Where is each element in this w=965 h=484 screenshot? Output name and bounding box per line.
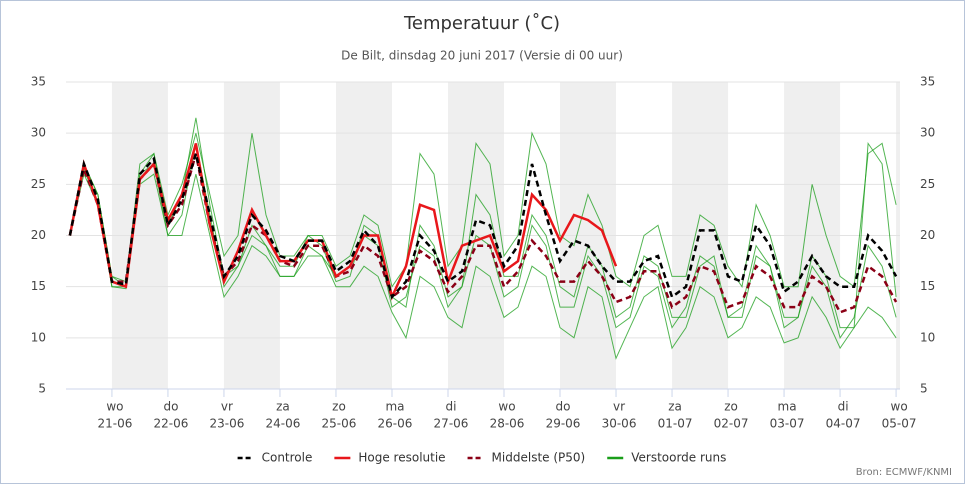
chart-title: Temperatuur (˚C) [403, 13, 560, 34]
x-tick-label: ma [778, 400, 797, 414]
legend-item: Verstoorde runs [607, 451, 726, 465]
legend-item: Controle [237, 451, 313, 465]
x-tick-label: za [276, 400, 290, 414]
legend-item: Hoge resolutie [334, 451, 446, 465]
x-tick-date: 27-06 [434, 417, 469, 431]
series-line [68, 148, 898, 300]
legend-label: Verstoorde runs [631, 451, 726, 465]
y2-tick-label: 5 [920, 382, 928, 396]
y-tick-label: 10 [31, 330, 46, 344]
ensemble-run [69, 172, 897, 360]
x-tick-date: 30-06 [602, 417, 637, 431]
chart-subtitle: De Bilt, dinsdag 20 juni 2017 (Versie di… [341, 49, 623, 63]
x-tick-label: za [668, 400, 682, 414]
x-tick-label: wo [891, 400, 908, 414]
x-tick-label: do [163, 400, 178, 414]
y2-tick-label: 35 [920, 75, 935, 89]
y-tick-label: 35 [31, 75, 46, 89]
x-tick-date: 05-07 [882, 417, 917, 431]
ensemble-run [69, 117, 897, 329]
x-tick-label: vr [221, 400, 233, 414]
y2-tick-label: 20 [920, 228, 935, 242]
legend-item: Middelste (P50) [467, 451, 586, 465]
x-tick-date: 02-07 [714, 417, 749, 431]
y-tick-label: 25 [31, 177, 46, 191]
y-tick-label: 15 [31, 279, 46, 293]
source: Bron: ECMWF/KNMI [856, 467, 952, 478]
x-tick-date: 22-06 [154, 417, 189, 431]
x-tick-label: vr [613, 400, 625, 414]
x-tick-date: 26-06 [378, 417, 413, 431]
x-tick-date: 21-06 [97, 417, 132, 431]
x-tick-date: 25-06 [322, 417, 357, 431]
x-tick-date: 28-06 [490, 417, 525, 431]
axes: 5 10 15 20 25 30 35 5 10 15 20 25 30 35 wo 21-06 do 22-06… [31, 75, 936, 431]
x-tick-date: 01-07 [658, 417, 693, 431]
x-tick-date: 04-07 [826, 417, 861, 431]
y-tick-label: 30 [31, 126, 46, 140]
x-tick-label: do [556, 400, 571, 414]
x-tick-date: 29-06 [546, 417, 581, 431]
x-tick-label: zo [332, 400, 346, 414]
x-tick-date: 03-07 [770, 417, 805, 431]
ensemble-run [69, 131, 897, 289]
plot [68, 117, 898, 360]
y-tick-label: 5 [38, 382, 46, 396]
x-tick-label: di [446, 400, 457, 414]
x-tick-date: 23-06 [210, 417, 245, 431]
legend-label: Middelste (P50) [492, 451, 586, 465]
legend-label: Hoge resolutie [358, 451, 445, 465]
y-tick-label: 20 [31, 228, 46, 242]
x-tick-label: wo [498, 400, 515, 414]
legend-label: Controle [262, 451, 313, 465]
x-tick-label: zo [724, 400, 738, 414]
y2-tick-label: 30 [920, 126, 935, 140]
x-tick-label: wo [106, 400, 123, 414]
y2-tick-label: 15 [920, 279, 935, 293]
y2-tick-label: 25 [920, 177, 935, 191]
x-tick-label: di [838, 400, 849, 414]
x-tick-date: 24-06 [266, 417, 301, 431]
legend: Controle Hoge resolutie Middelste (P50) Ver… [237, 451, 726, 465]
y2-tick-label: 10 [920, 330, 935, 344]
x-tick-label: ma [385, 400, 404, 414]
ensemble-run [69, 143, 897, 339]
